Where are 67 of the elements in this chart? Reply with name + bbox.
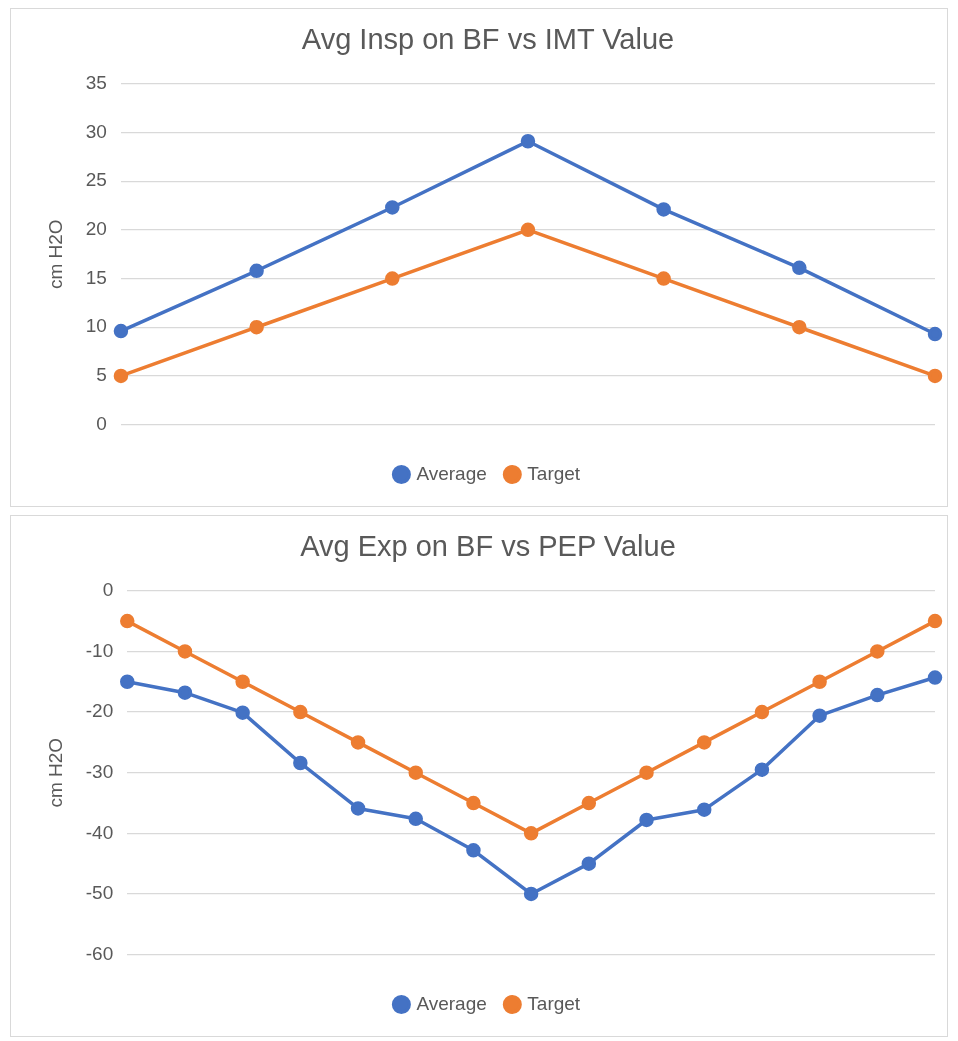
point <box>927 613 943 629</box>
y-axis-title: cm H2O <box>44 219 66 290</box>
point <box>408 811 423 827</box>
point <box>113 368 129 384</box>
point <box>656 202 671 217</box>
point <box>812 674 827 689</box>
y-tick-label: -10 <box>85 639 114 661</box>
point <box>249 263 264 278</box>
point <box>870 687 885 703</box>
y-axis-title: cm H2O <box>44 737 66 808</box>
point <box>235 705 250 720</box>
y-tick-label: 5 <box>96 364 107 386</box>
y-tick-label: 0 <box>96 412 107 434</box>
point <box>385 271 400 286</box>
point <box>293 704 308 720</box>
y-tick-label: -60 <box>85 942 114 964</box>
point <box>385 200 400 215</box>
y-tick-label: 30 <box>85 120 107 142</box>
point <box>523 826 539 841</box>
point <box>581 795 597 811</box>
y-tick-label: 20 <box>85 218 107 240</box>
legend-label: Average <box>416 462 487 484</box>
point <box>350 735 366 750</box>
point <box>792 260 807 276</box>
chart-title: Avg Insp on BF vs IMT Value <box>301 23 675 56</box>
point <box>408 765 423 780</box>
point <box>639 812 654 828</box>
point <box>293 755 308 771</box>
legend-label: Target <box>527 992 581 1014</box>
point <box>120 613 135 629</box>
point <box>812 708 827 723</box>
y-tick-label: -50 <box>85 882 114 904</box>
legend-label: Target <box>527 462 581 484</box>
y-tick-label: 15 <box>85 266 107 288</box>
y-tick-label: -40 <box>85 821 114 843</box>
legend-label: Average <box>416 992 487 1014</box>
point <box>466 795 481 811</box>
point <box>177 644 193 659</box>
point <box>249 319 264 335</box>
point <box>466 843 481 858</box>
point <box>927 368 943 384</box>
point <box>350 801 366 816</box>
point <box>927 326 943 342</box>
point <box>696 802 712 817</box>
point <box>520 222 536 238</box>
point <box>523 886 539 902</box>
y-tick-label: -30 <box>85 760 114 782</box>
point <box>639 765 654 780</box>
y-tick-label: -20 <box>85 700 114 722</box>
point <box>113 323 129 339</box>
y-tick-label: 25 <box>85 169 107 191</box>
point <box>235 674 250 689</box>
y-tick-label: 0 <box>102 579 114 601</box>
point <box>870 644 885 659</box>
point <box>581 856 597 871</box>
point <box>696 735 712 750</box>
point <box>120 674 135 689</box>
y-tick-label: 10 <box>85 315 107 337</box>
point <box>754 704 770 720</box>
point <box>792 319 807 335</box>
point <box>754 762 770 777</box>
point <box>177 685 193 700</box>
point <box>520 134 536 149</box>
chart-title: Avg Exp on BF vs PEP Value <box>300 530 676 563</box>
y-tick-label: 35 <box>85 72 107 94</box>
point <box>927 670 943 685</box>
point <box>656 271 671 286</box>
